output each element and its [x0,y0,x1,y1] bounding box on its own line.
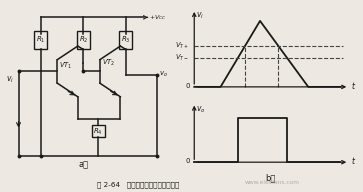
Text: $R_1$: $R_1$ [36,35,45,45]
Text: $R_3$: $R_3$ [121,35,131,45]
Text: $+V_{CC}$: $+V_{CC}$ [149,13,167,22]
Bar [119,31,132,50]
Text: a）: a） [78,161,88,170]
Bar [34,31,47,50]
Text: $V_{T+}$: $V_{T+}$ [175,41,188,51]
Text: $V_{T-}$: $V_{T-}$ [175,53,188,63]
Text: $t$: $t$ [351,80,356,91]
Text: $VT_1$: $VT_1$ [59,61,72,71]
Text: $v_i$: $v_i$ [7,75,15,85]
Text: 0: 0 [185,83,190,89]
Text: b）: b） [265,174,276,182]
Text: $t$: $t$ [351,155,356,166]
Text: $v_i$: $v_i$ [196,11,204,22]
Bar [77,31,90,50]
Text: $v_o$: $v_o$ [196,105,205,115]
Bar [91,126,105,137]
Text: 图 2-64   施密特触发器电路及波形图: 图 2-64 施密特触发器电路及波形图 [97,182,179,188]
Text: $VT_2$: $VT_2$ [102,58,115,68]
Text: $v_o$: $v_o$ [159,70,168,79]
Text: 0: 0 [185,158,190,164]
Text: www.elecfans.com: www.elecfans.com [245,180,300,185]
Text: $R_2$: $R_2$ [78,35,88,45]
Text: $R_4$: $R_4$ [93,126,103,137]
